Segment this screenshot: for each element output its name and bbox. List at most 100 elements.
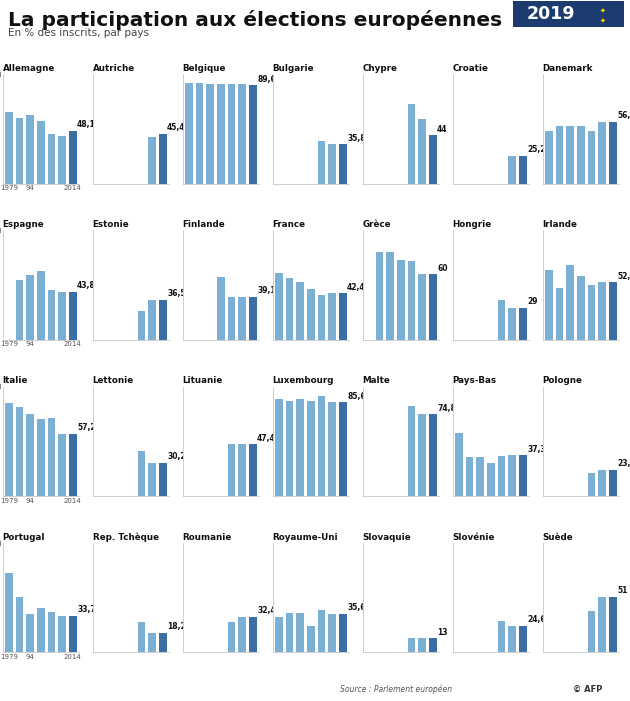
- Text: 1979: 1979: [0, 185, 18, 191]
- Text: 57,2: 57,2: [77, 423, 96, 432]
- Text: En % des inscrits, par pays: En % des inscrits, par pays: [8, 28, 149, 38]
- Bar: [397, 260, 404, 340]
- Text: 47,4: 47,4: [257, 434, 276, 442]
- Text: 74,8: 74,8: [437, 404, 456, 413]
- Text: 2014: 2014: [64, 341, 82, 347]
- Text: Finlande: Finlande: [183, 220, 225, 229]
- Text: ✦: ✦: [600, 7, 605, 13]
- Text: Pays-Bas: Pays-Bas: [452, 376, 496, 386]
- Text: 60: 60: [437, 264, 448, 273]
- Bar: [498, 300, 505, 340]
- Text: 89,6: 89,6: [257, 75, 276, 84]
- Bar: [588, 611, 595, 653]
- Bar: [339, 613, 346, 653]
- Text: Italie: Italie: [3, 376, 28, 386]
- Text: 30,2: 30,2: [167, 452, 186, 461]
- Text: Slovénie: Slovénie: [452, 533, 495, 542]
- Bar: [238, 297, 246, 340]
- Bar: [328, 144, 336, 184]
- Text: Allemagne: Allemagne: [3, 64, 55, 73]
- Bar: [37, 418, 45, 496]
- Bar: [5, 573, 13, 653]
- Text: Portugal: Portugal: [3, 533, 45, 542]
- Bar: [286, 613, 294, 653]
- Bar: [196, 83, 203, 184]
- Bar: [408, 638, 415, 653]
- Text: Grèce: Grèce: [362, 220, 391, 229]
- Bar: [418, 274, 426, 340]
- Text: 37,3: 37,3: [527, 444, 546, 454]
- Text: 1979: 1979: [0, 341, 18, 347]
- Bar: [238, 617, 246, 653]
- Text: 2014: 2014: [64, 185, 82, 191]
- Bar: [408, 261, 415, 340]
- Bar: [545, 271, 553, 340]
- Text: 48,1: 48,1: [77, 121, 96, 129]
- Bar: [138, 311, 146, 340]
- Bar: [328, 402, 336, 496]
- Bar: [519, 456, 527, 496]
- Bar: [227, 84, 236, 184]
- Bar: [307, 289, 315, 340]
- Bar: [275, 273, 283, 340]
- Text: 94: 94: [26, 185, 35, 191]
- Bar: [297, 400, 304, 496]
- Bar: [307, 401, 315, 496]
- Text: Estonie: Estonie: [93, 220, 129, 229]
- Bar: [37, 271, 45, 340]
- Text: 2019: 2019: [527, 4, 575, 22]
- Bar: [16, 280, 23, 340]
- Bar: [148, 300, 156, 340]
- Bar: [148, 137, 156, 184]
- Text: 45,4: 45,4: [167, 123, 186, 132]
- Bar: [297, 283, 304, 340]
- Bar: [159, 463, 167, 496]
- Text: 2014: 2014: [64, 498, 82, 503]
- Bar: [159, 134, 167, 184]
- Bar: [249, 617, 256, 653]
- Text: Lituanie: Lituanie: [183, 376, 223, 386]
- Bar: [37, 121, 45, 184]
- Bar: [519, 308, 527, 340]
- Bar: [498, 621, 505, 653]
- Bar: [339, 294, 346, 340]
- Bar: [577, 275, 585, 340]
- Bar: [609, 597, 617, 653]
- Bar: [598, 597, 606, 653]
- Bar: [318, 396, 325, 496]
- Bar: [148, 463, 156, 496]
- Bar: [69, 615, 77, 653]
- Text: 52,4: 52,4: [617, 272, 630, 281]
- Bar: [26, 414, 34, 496]
- Bar: [59, 292, 66, 340]
- Bar: [508, 308, 516, 340]
- Bar: [318, 141, 325, 184]
- Text: Roumanie: Roumanie: [183, 533, 232, 542]
- Bar: [386, 252, 394, 340]
- Bar: [588, 131, 595, 184]
- Bar: [159, 300, 167, 340]
- Bar: [545, 131, 553, 184]
- Bar: [69, 433, 77, 496]
- Bar: [69, 131, 77, 184]
- Text: 33,7: 33,7: [77, 605, 96, 614]
- Bar: [487, 463, 495, 496]
- Text: 18,2: 18,2: [167, 622, 186, 631]
- Text: Danemark: Danemark: [542, 64, 593, 73]
- Text: 13: 13: [437, 627, 448, 637]
- Text: 36,5: 36,5: [167, 290, 186, 298]
- Text: 1979: 1979: [0, 654, 18, 660]
- Bar: [598, 283, 606, 340]
- Bar: [556, 287, 563, 340]
- Text: Rep. Tchèque: Rep. Tchèque: [93, 532, 159, 542]
- Text: Autriche: Autriche: [93, 64, 135, 73]
- Text: 44: 44: [437, 125, 448, 134]
- Bar: [26, 275, 34, 340]
- Bar: [498, 456, 505, 496]
- Text: 25,2: 25,2: [527, 145, 546, 154]
- Bar: [466, 457, 474, 496]
- Text: 35,6: 35,6: [347, 603, 365, 612]
- Text: Slovaquie: Slovaquie: [362, 533, 411, 542]
- Bar: [275, 399, 283, 496]
- Bar: [59, 137, 66, 184]
